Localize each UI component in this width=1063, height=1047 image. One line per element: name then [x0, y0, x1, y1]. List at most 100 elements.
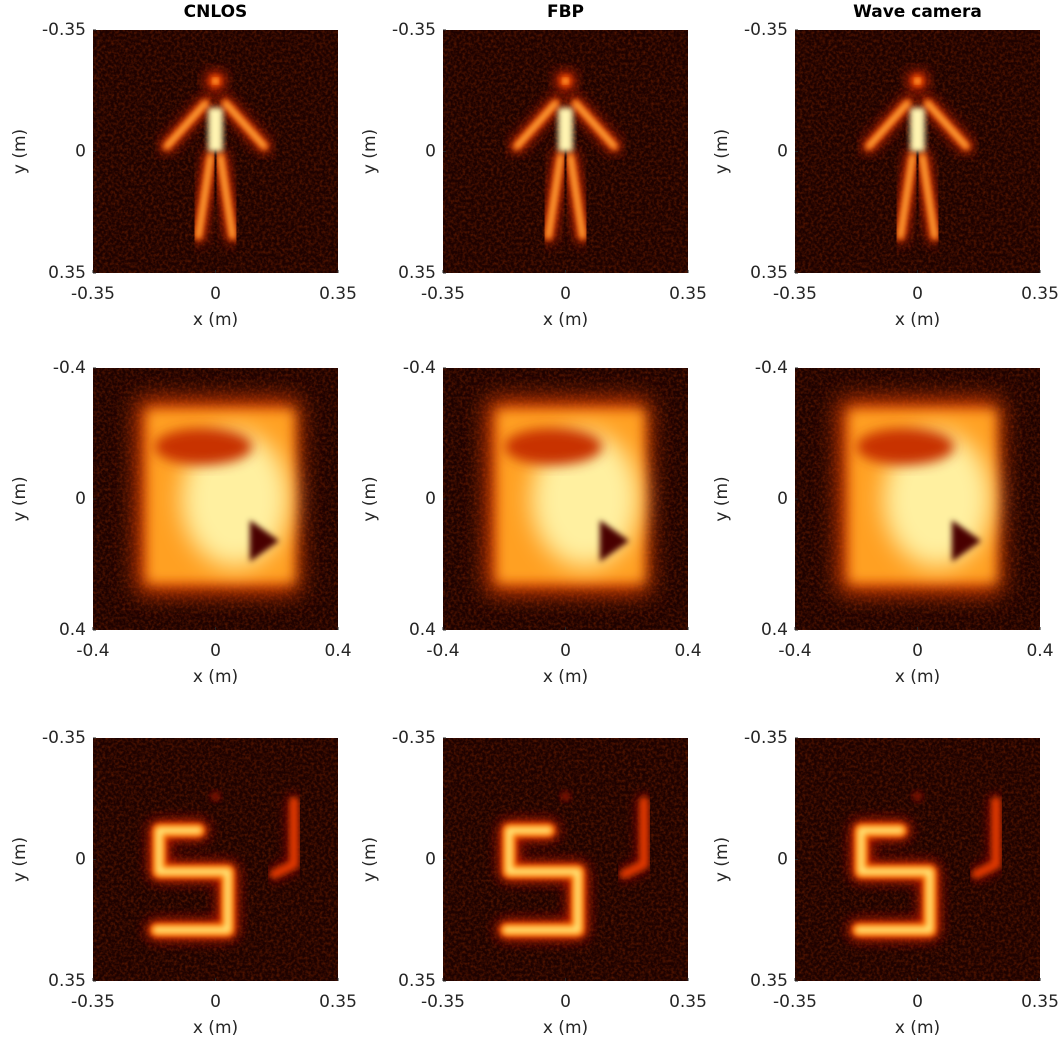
x-tick-label: 0.35	[669, 992, 707, 1012]
x-axis-label: x (m)	[895, 667, 940, 687]
x-tick-label: 0	[912, 284, 923, 304]
y-axis-label: y (m)	[712, 476, 732, 521]
image-feature	[208, 108, 223, 152]
y-tick-label: -0.35	[42, 728, 86, 748]
y-tick-label: 0.35	[48, 971, 86, 991]
image-feature	[561, 791, 571, 801]
figure: CNLOS-0.3500.35-0.3500.35x (m)y (m)FBP-0…	[0, 0, 1063, 1043]
y-axis-label: y (m)	[10, 837, 30, 882]
y-tick-label: 0.4	[409, 620, 436, 640]
x-axis-label: x (m)	[193, 667, 238, 687]
y-tick-label: 0	[425, 142, 436, 162]
panel: -0.400.4-0.400.4x (m)y (m)	[360, 358, 702, 687]
x-tick-label: 0.4	[674, 641, 701, 661]
y-axis-label: y (m)	[712, 837, 732, 882]
image-noise	[795, 738, 1040, 981]
image-feature	[910, 108, 925, 152]
image-feature	[504, 428, 602, 465]
y-tick-label: 0	[75, 142, 86, 162]
x-tick-label: 0.35	[1021, 992, 1059, 1012]
x-axis-label: x (m)	[543, 667, 588, 687]
x-tick-label: -0.35	[773, 284, 817, 304]
y-axis-label: y (m)	[10, 476, 30, 521]
x-tick-label: -0.35	[71, 992, 115, 1012]
y-axis-label: y (m)	[360, 476, 380, 521]
x-axis-label: x (m)	[895, 310, 940, 330]
y-axis-label: y (m)	[10, 129, 30, 174]
y-tick-label: -0.35	[392, 728, 436, 748]
y-tick-label: -0.4	[403, 358, 436, 378]
y-axis-label: y (m)	[712, 129, 732, 174]
image-noise	[93, 738, 338, 981]
x-tick-label: 0.4	[1026, 641, 1053, 661]
y-tick-label: 0	[425, 489, 436, 509]
image-feature	[154, 428, 252, 465]
image-feature	[913, 791, 923, 801]
x-tick-label: 0	[912, 992, 923, 1012]
y-tick-label: 0	[777, 489, 788, 509]
x-tick-label: 0.35	[1021, 284, 1059, 304]
x-tick-label: -0.4	[426, 641, 459, 661]
x-tick-label: 0	[560, 284, 571, 304]
y-tick-label: 0.4	[59, 620, 86, 640]
x-tick-label: -0.35	[71, 284, 115, 304]
image-feature	[558, 108, 573, 152]
y-tick-label: -0.4	[53, 358, 86, 378]
image-feature	[563, 79, 568, 84]
y-tick-label: 0	[425, 850, 436, 870]
x-axis-label: x (m)	[543, 310, 588, 330]
y-tick-label: -0.35	[744, 20, 788, 40]
x-tick-label: -0.35	[421, 992, 465, 1012]
y-tick-label: 0	[75, 489, 86, 509]
panel-title: Wave camera	[853, 2, 982, 22]
y-tick-label: -0.4	[755, 358, 788, 378]
panel-title: FBP	[547, 2, 584, 22]
panel: -0.3500.35-0.3500.35x (m)y (m)	[360, 728, 707, 1038]
x-tick-label: 0	[560, 992, 571, 1012]
x-tick-label: 0.35	[319, 992, 357, 1012]
x-axis-label: x (m)	[543, 1018, 588, 1038]
y-tick-label: 0	[75, 850, 86, 870]
x-tick-label: -0.4	[76, 641, 109, 661]
panel: -0.3500.35-0.3500.35x (m)y (m)	[712, 728, 1059, 1038]
x-axis-label: x (m)	[193, 1018, 238, 1038]
y-tick-label: 0.35	[398, 971, 436, 991]
x-tick-label: 0	[210, 284, 221, 304]
y-tick-label: 0.4	[761, 620, 788, 640]
x-axis-label: x (m)	[895, 1018, 940, 1038]
panel-title: CNLOS	[184, 2, 248, 22]
y-tick-label: 0	[777, 850, 788, 870]
y-tick-label: -0.35	[392, 20, 436, 40]
y-axis-label: y (m)	[360, 129, 380, 174]
y-tick-label: -0.35	[42, 20, 86, 40]
x-tick-label: 0	[210, 992, 221, 1012]
x-tick-label: -0.35	[421, 284, 465, 304]
image-noise	[443, 738, 688, 981]
x-tick-label: -0.35	[773, 992, 817, 1012]
x-tick-label: 0.4	[324, 641, 351, 661]
y-tick-label: 0	[777, 142, 788, 162]
image-feature	[211, 791, 221, 801]
x-tick-label: 0.35	[319, 284, 357, 304]
y-tick-label: 0.35	[750, 971, 788, 991]
x-tick-label: 0	[560, 641, 571, 661]
x-tick-label: 0.35	[669, 284, 707, 304]
x-tick-label: 0	[912, 641, 923, 661]
x-axis-label: x (m)	[193, 310, 238, 330]
y-tick-label: 0.35	[48, 263, 86, 283]
y-axis-label: y (m)	[360, 837, 380, 882]
image-feature	[915, 79, 920, 84]
image-feature	[856, 428, 954, 465]
image-feature	[213, 79, 218, 84]
x-tick-label: 0	[210, 641, 221, 661]
y-tick-label: -0.35	[744, 728, 788, 748]
x-tick-label: -0.4	[778, 641, 811, 661]
y-tick-label: 0.35	[398, 263, 436, 283]
y-tick-label: 0.35	[750, 263, 788, 283]
